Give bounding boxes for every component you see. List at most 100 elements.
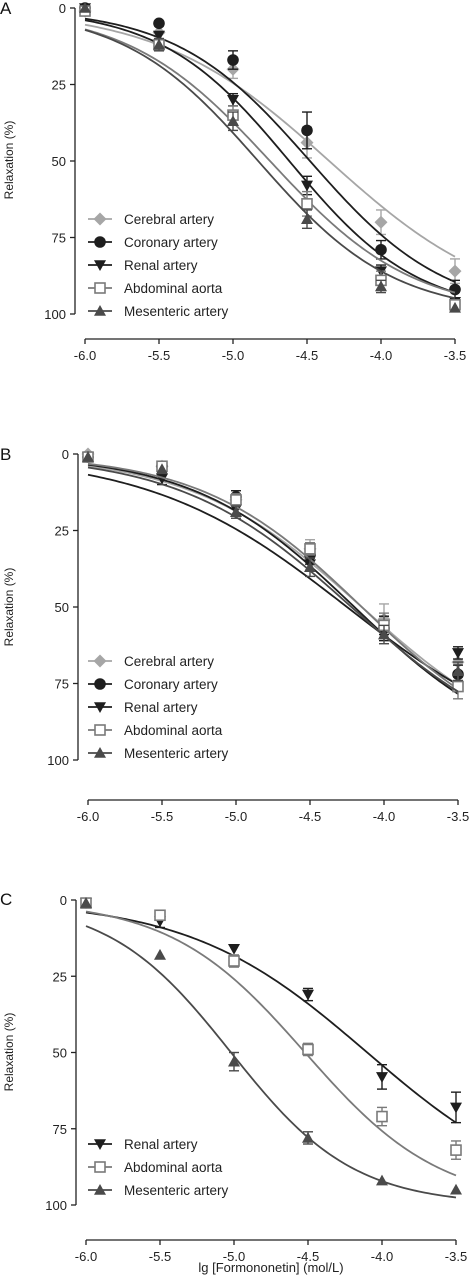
x-tick-label: -3.5 bbox=[445, 1249, 467, 1264]
series-coronary-artery bbox=[79, 2, 461, 300]
y-tick-label: 50 bbox=[52, 154, 66, 169]
y-tick-label: 25 bbox=[53, 969, 67, 984]
y-tick-label: 25 bbox=[52, 78, 66, 93]
data-point bbox=[230, 494, 242, 506]
legend-label: Abdominal aorta bbox=[124, 723, 223, 738]
data-point bbox=[450, 1144, 462, 1156]
data-point bbox=[301, 198, 313, 210]
panel-a: A 0 25 50 75 100 Relaxation (%) -6.0 -5.5 -5.0 -4.… bbox=[0, 0, 466, 363]
panel-letter: B bbox=[0, 445, 11, 464]
x-tick-label: -6.0 bbox=[77, 809, 99, 824]
series-mesenteric-artery bbox=[82, 451, 464, 693]
x-tick-label: -4.5 bbox=[297, 1249, 319, 1264]
data-point bbox=[452, 648, 464, 659]
fit-curve bbox=[84, 23, 456, 258]
data-point bbox=[302, 1043, 314, 1056]
data-point bbox=[376, 1072, 388, 1083]
x-tick-label: -5.0 bbox=[223, 1249, 245, 1264]
panel-letter: C bbox=[0, 890, 12, 909]
legend-label: Coronary artery bbox=[124, 677, 218, 692]
y-tick-label: 25 bbox=[55, 524, 69, 539]
fit-curve bbox=[84, 19, 456, 294]
series-renal-artery bbox=[82, 452, 464, 686]
y-tick-label: 0 bbox=[62, 447, 69, 462]
data-point bbox=[448, 264, 462, 278]
y-axis-label: Relaxation (%) bbox=[2, 121, 16, 200]
x-tick-label: -5.5 bbox=[148, 348, 170, 363]
data-point bbox=[452, 665, 464, 677]
legend-label: Renal artery bbox=[124, 1137, 198, 1152]
data-point bbox=[374, 215, 388, 229]
data-point bbox=[80, 897, 92, 908]
x-tick-label: -5.0 bbox=[225, 809, 247, 824]
legend: Renal artery Abdominal aorta Mesenteric ar… bbox=[88, 1137, 229, 1198]
y-axis-label: Relaxation (%) bbox=[2, 1013, 16, 1092]
legend-marker bbox=[94, 260, 106, 271]
legend-label: Cerebral artery bbox=[124, 212, 214, 227]
legend-label: Mesenteric artery bbox=[124, 1183, 229, 1198]
x-tick-label: -4.0 bbox=[373, 809, 395, 824]
x-tick-label: -3.5 bbox=[447, 809, 469, 824]
legend-label: Renal artery bbox=[124, 700, 198, 715]
y-tick-label: 75 bbox=[55, 677, 69, 692]
y-axis-label: Relaxation (%) bbox=[2, 568, 16, 647]
data-point bbox=[301, 124, 313, 137]
y-tick-label: 50 bbox=[53, 1046, 67, 1061]
data-point bbox=[228, 1055, 240, 1067]
data-point bbox=[449, 301, 461, 313]
data-point bbox=[153, 38, 165, 50]
data-point bbox=[227, 95, 239, 106]
data-point bbox=[230, 506, 242, 517]
x-tick-label: -5.0 bbox=[222, 348, 244, 363]
legend-marker bbox=[94, 724, 106, 736]
series-mesenteric-artery bbox=[79, 2, 461, 313]
data-point bbox=[450, 1183, 462, 1195]
fit-curve bbox=[85, 910, 457, 1177]
legend-marker bbox=[93, 654, 107, 668]
x-tick-label: -4.0 bbox=[370, 348, 392, 363]
data-point bbox=[450, 1102, 462, 1114]
y-tick-label: 100 bbox=[45, 1198, 67, 1213]
data-point bbox=[378, 628, 390, 640]
y-tick-label: 100 bbox=[44, 307, 66, 322]
data-point bbox=[301, 213, 313, 224]
y-tick-label: 0 bbox=[60, 893, 67, 908]
legend-marker bbox=[94, 282, 106, 294]
y-tick-label: 75 bbox=[52, 231, 66, 246]
legend-label: Abdominal aorta bbox=[124, 281, 223, 296]
data-point bbox=[227, 115, 239, 127]
legend-marker bbox=[93, 212, 107, 226]
fit-curve bbox=[87, 473, 459, 686]
x-tick-label: -6.0 bbox=[75, 1249, 97, 1264]
legend-marker bbox=[94, 702, 106, 713]
series-mesenteric-artery bbox=[80, 897, 462, 1199]
legend-marker bbox=[94, 1161, 106, 1173]
data-point bbox=[228, 955, 240, 967]
fit-curve bbox=[84, 17, 456, 283]
data-point bbox=[79, 2, 91, 13]
data-point bbox=[304, 561, 316, 573]
x-axis-label: lg [Formononetin] (mol/L) bbox=[198, 1260, 343, 1275]
data-point bbox=[452, 680, 464, 693]
y-tick-label: 50 bbox=[55, 600, 69, 615]
data-point bbox=[153, 30, 165, 42]
x-tick-label: -5.5 bbox=[149, 1249, 171, 1264]
y-tick-label: 0 bbox=[59, 1, 66, 16]
legend-marker bbox=[94, 1139, 106, 1150]
data-point bbox=[227, 54, 239, 66]
legend-label: Coronary artery bbox=[124, 235, 218, 250]
y-tick-label: 75 bbox=[53, 1122, 67, 1137]
fit-curve bbox=[87, 466, 459, 693]
fit-curve bbox=[84, 28, 456, 294]
series-abdominal-aorta bbox=[80, 897, 462, 1177]
legend-marker bbox=[94, 747, 106, 758]
panel-b: B 0 25 50 75 100 Relaxation (%) -6.0 -5.5 -5.0 -4.… bbox=[0, 445, 469, 824]
x-tick-label: -6.0 bbox=[74, 348, 96, 363]
data-point bbox=[302, 989, 314, 1001]
data-point bbox=[154, 948, 166, 960]
fit-curve bbox=[85, 925, 457, 1199]
data-point bbox=[228, 944, 240, 955]
data-point bbox=[154, 909, 166, 922]
data-point bbox=[376, 1174, 388, 1186]
